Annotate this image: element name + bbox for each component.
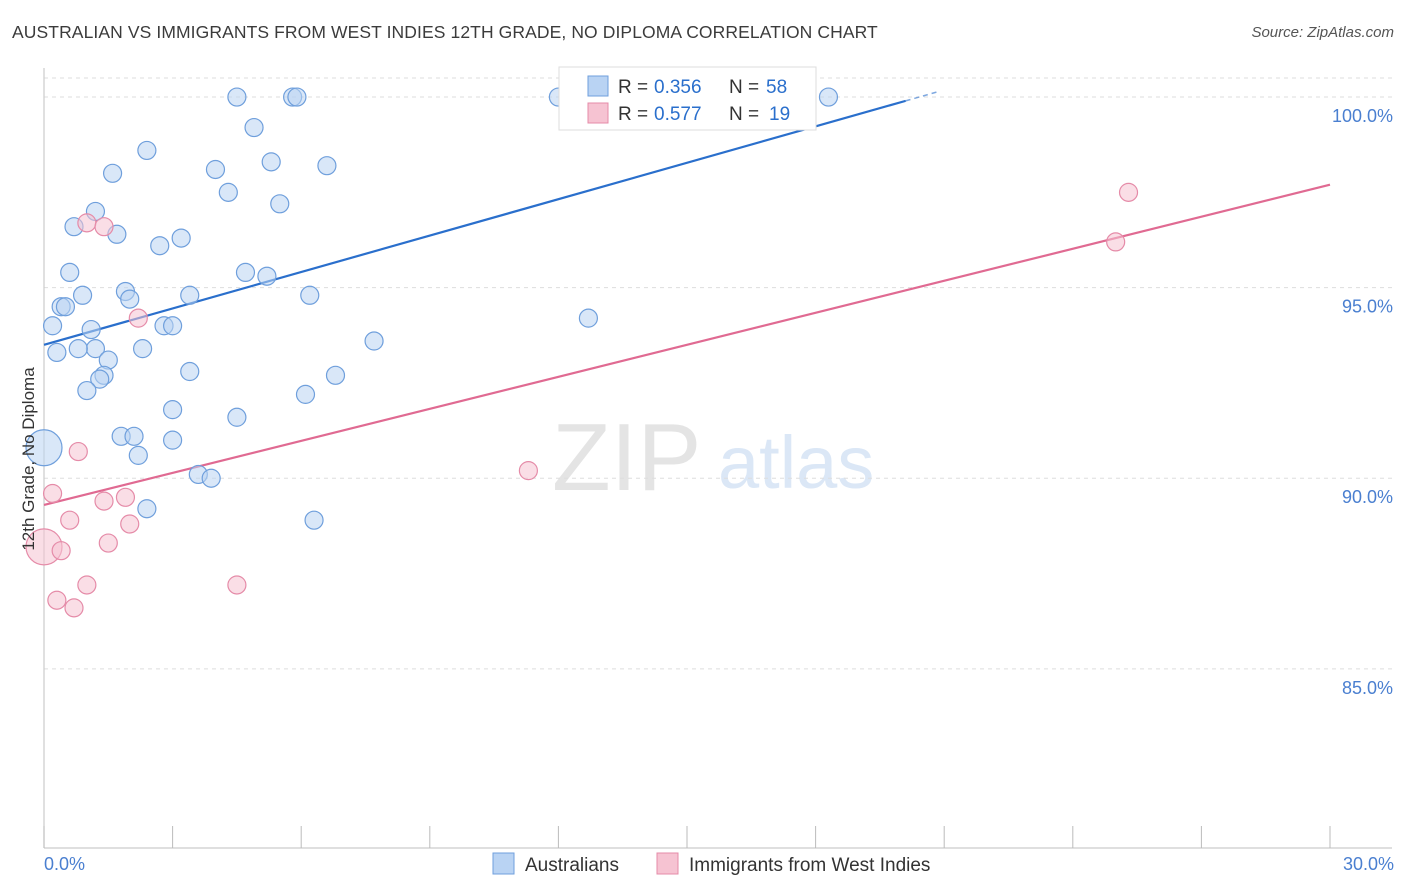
data-point-australians xyxy=(163,430,183,450)
legend-swatch-australians xyxy=(587,75,609,97)
data-point-australians xyxy=(163,400,183,420)
data-point-australians xyxy=(163,316,183,336)
data-point-australians xyxy=(42,316,63,336)
data-point-west-indies xyxy=(120,514,140,534)
data-point-australians xyxy=(578,308,599,328)
series-legend: Australians Immigrants from West Indies xyxy=(492,852,930,876)
grid-layer xyxy=(44,77,1392,670)
data-point-west-indies xyxy=(64,598,84,618)
data-point-australians xyxy=(304,510,324,530)
data-point-australians xyxy=(60,262,80,283)
data-point-australians xyxy=(68,339,88,359)
data-point-australians xyxy=(132,339,153,359)
data-point-australians xyxy=(300,285,320,305)
legend-n-label: N = xyxy=(729,104,759,125)
data-point-australians xyxy=(102,163,123,183)
data-point-australians xyxy=(171,228,191,248)
data-point-west-indies xyxy=(94,491,114,511)
data-point-west-indies xyxy=(94,217,114,237)
data-point-west-indies xyxy=(115,487,136,507)
watermark-atlas: atlas xyxy=(718,421,874,504)
legend-r-label: R = xyxy=(618,104,648,125)
point-layer xyxy=(25,87,1139,618)
data-point-australians xyxy=(77,380,97,401)
data-point-australians xyxy=(270,194,290,214)
data-point-west-indies xyxy=(68,441,88,462)
data-point-australians xyxy=(227,407,247,427)
data-point-australians xyxy=(218,182,238,202)
stats-legend: R = 0.356 N = 58 R = 0.577 N = 19 xyxy=(558,66,817,131)
data-point-west-indies xyxy=(518,461,538,481)
y-tick-label: 90.0% xyxy=(1342,487,1393,507)
data-point-west-indies xyxy=(60,510,80,530)
data-point-west-indies xyxy=(77,575,97,595)
data-point-australians xyxy=(137,140,157,161)
data-point-australians xyxy=(150,236,170,256)
data-point-australians xyxy=(261,152,281,172)
data-point-west-indies xyxy=(51,541,71,561)
data-point-australians xyxy=(317,156,337,176)
y-axis-title: 12th Grade, No Diploma xyxy=(19,367,38,551)
data-point-australians xyxy=(128,445,148,465)
data-point-australians xyxy=(90,369,110,389)
series-legend-swatch-west-indies xyxy=(656,852,679,875)
legend-r-label: R = xyxy=(618,77,648,98)
legend-n-label: N = xyxy=(729,77,759,98)
data-point-australians xyxy=(287,87,307,107)
legend-r-value: 0.356 xyxy=(654,77,702,98)
series-legend-label-west-indies: Immigrants from West Indies xyxy=(689,855,930,876)
x-tick-label: 0.0% xyxy=(44,854,85,874)
legend-r-value: 0.577 xyxy=(654,104,702,125)
legend-swatch-west-indies xyxy=(587,102,609,124)
data-point-australians xyxy=(227,87,247,107)
data-point-west-indies xyxy=(1118,182,1139,202)
trend-line-australians xyxy=(43,99,906,346)
data-point-australians xyxy=(244,117,264,138)
axis-layer: 100.0% 95.0% 90.0% 85.0% 0.0% 30.0% xyxy=(43,68,1394,874)
data-point-west-indies xyxy=(128,308,148,328)
data-point-australians xyxy=(25,429,63,467)
data-point-australians xyxy=(55,297,76,317)
data-point-australians xyxy=(180,361,200,382)
data-point-australians xyxy=(295,384,316,404)
data-point-west-indies xyxy=(42,483,63,504)
source-credit: Source: ZipAtlas.com xyxy=(1251,24,1394,41)
data-point-australians xyxy=(201,468,221,488)
x-tick-label: 30.0% xyxy=(1343,854,1394,874)
watermark-zip: ZIP xyxy=(552,404,701,511)
data-point-australians xyxy=(235,262,256,283)
y-tick-label: 85.0% xyxy=(1342,678,1393,698)
data-point-australians xyxy=(205,159,226,180)
data-point-west-indies xyxy=(227,575,247,595)
data-point-australians xyxy=(120,289,140,309)
trend-line-extension xyxy=(905,90,941,102)
data-point-west-indies xyxy=(98,533,118,553)
data-point-west-indies xyxy=(77,213,97,233)
data-point-west-indies xyxy=(1106,232,1126,252)
y-tick-label: 100.0% xyxy=(1332,106,1393,126)
data-point-australians xyxy=(124,426,144,446)
y-tick-label: 95.0% xyxy=(1342,297,1393,317)
legend-n-value: 58 xyxy=(766,77,787,98)
data-point-australians xyxy=(257,266,277,286)
data-point-australians xyxy=(325,365,346,385)
data-point-australians xyxy=(81,319,101,340)
data-point-australians xyxy=(818,87,839,107)
data-point-australians xyxy=(364,331,384,351)
data-point-australians xyxy=(137,499,157,519)
data-point-australians xyxy=(180,285,200,305)
chart-title: AUSTRALIAN VS IMMIGRANTS FROM WEST INDIE… xyxy=(12,22,878,42)
series-legend-label-australians: Australians xyxy=(525,855,619,876)
series-legend-swatch-australians xyxy=(492,852,515,875)
data-point-australians xyxy=(47,342,67,363)
data-point-west-indies xyxy=(47,590,67,610)
legend-n-value: 19 xyxy=(769,104,790,125)
data-point-australians xyxy=(72,285,93,305)
